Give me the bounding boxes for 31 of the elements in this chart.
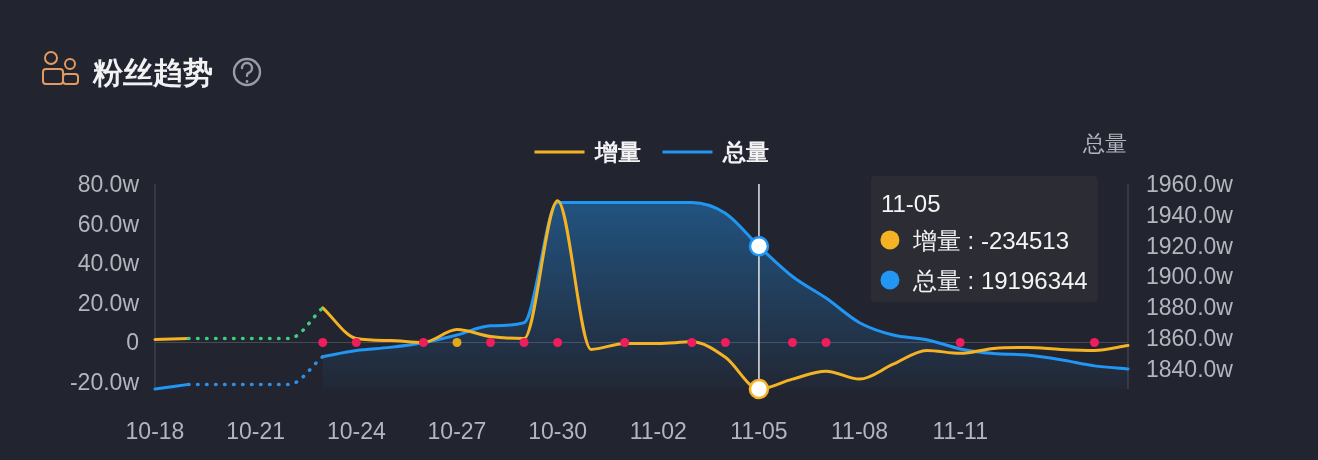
annotation: 11-05 (880, 189, 941, 217)
legend-item: 增量 (534, 139, 641, 165)
x-tick-label: 10-30 (528, 418, 588, 444)
legend-label: 总量 (721, 139, 769, 165)
legend-item: 总量 (662, 139, 769, 165)
x-tick-label: 10-24 (326, 418, 386, 444)
y2-tick-label: 1900.0w (1146, 263, 1233, 290)
y2-tick-label: 1940.0w (1146, 201, 1233, 228)
title: 粉丝趋势 (93, 55, 213, 89)
y2-tick-label: 1840.0w (1146, 355, 1233, 382)
x-tick-label: 11-11 (932, 418, 988, 444)
y-tick-label: -20.0w (69, 369, 139, 396)
y2-tick-label: 1960.0w (1146, 171, 1233, 197)
y2-tick-label: 1860.0w (1146, 325, 1233, 352)
x-tick-label: 11-05 (730, 418, 788, 444)
annotation: 总量 : 19196344 (912, 266, 1088, 294)
y2-tick-label: 1920.0w (1146, 232, 1233, 259)
y2-tick-label: 1880.0w (1146, 294, 1233, 321)
y-tick-label: 20.0w (77, 289, 139, 316)
x-tick-label: 11-08 (831, 418, 889, 444)
y-tick-label: 80.0w (77, 171, 139, 197)
x-tick-label: 10-27 (427, 418, 487, 444)
y-tick-label: 0 (126, 329, 139, 356)
y-tick-label: 60.0w (77, 210, 139, 237)
y2-axis-title: 总量 (1083, 130, 1127, 156)
annotation: 增量 : -234513 (912, 226, 1069, 254)
y-tick-label: 40.0w (77, 250, 139, 277)
legend-label: 增量 (593, 139, 641, 165)
x-tick-label: 10-18 (125, 418, 185, 444)
x-tick-label: 10-21 (226, 418, 286, 444)
x-tick-label: 11-02 (629, 418, 687, 444)
